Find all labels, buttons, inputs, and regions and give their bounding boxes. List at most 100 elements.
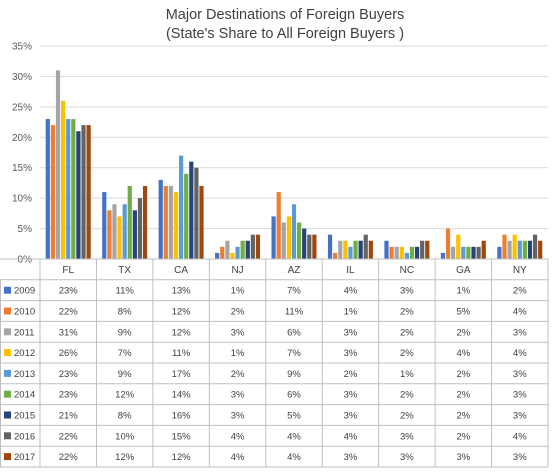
bar-2014-IL xyxy=(353,240,358,259)
bar-2017-AZ xyxy=(312,234,317,259)
legend-key xyxy=(4,390,11,398)
legend-key xyxy=(4,307,11,315)
table-cell: 15% xyxy=(172,431,192,442)
table-cell: 3% xyxy=(400,452,414,463)
bar-2011-NC xyxy=(394,246,399,259)
table-cell: 4% xyxy=(513,431,527,442)
bar-2012-NJ xyxy=(230,252,235,259)
category-label: NY xyxy=(513,265,527,276)
series-name: 2017 xyxy=(14,452,35,463)
bar-2013-TX xyxy=(122,204,127,259)
table-cell: 23% xyxy=(59,286,79,297)
table-cell: 4% xyxy=(513,348,527,359)
table-cell: 2% xyxy=(231,307,245,318)
bar-2009-GA xyxy=(440,252,446,259)
bar-2011-AZ xyxy=(281,222,286,259)
table-cell: 7% xyxy=(118,348,132,359)
table-cell: 4% xyxy=(287,452,301,463)
table-cell: 1% xyxy=(400,369,414,380)
table-cell: 23% xyxy=(59,390,79,401)
table-cell: 11% xyxy=(116,286,135,297)
bar-2016-IL xyxy=(363,234,368,259)
table-cell: 3% xyxy=(513,390,527,401)
bar-2014-GA xyxy=(466,246,471,259)
bar-2010-NJ xyxy=(220,246,225,259)
y-tick-label: 0% xyxy=(18,255,33,266)
bar-2012-GA xyxy=(456,234,461,259)
table-cell: 2% xyxy=(231,369,245,380)
bar-2012-NC xyxy=(399,246,404,259)
y-tick-label: 35% xyxy=(12,42,32,53)
bar-2013-NY xyxy=(517,240,522,259)
bar-2010-TX xyxy=(107,210,112,259)
series-name: 2015 xyxy=(14,411,35,422)
table-cell: 16% xyxy=(172,411,192,422)
table-cell: 2% xyxy=(400,411,414,422)
bar-2011-TX xyxy=(112,204,117,259)
series-name: 2011 xyxy=(14,327,34,338)
bar-2016-CA xyxy=(194,167,199,259)
table-cell: 3% xyxy=(513,411,527,422)
category-label: GA xyxy=(456,265,471,276)
bar-2009-NY xyxy=(497,246,502,259)
bar-2010-FL xyxy=(50,125,56,259)
bar-2012-TX xyxy=(117,216,122,259)
bar-2017-TX xyxy=(142,185,148,259)
legend-key xyxy=(4,411,11,419)
bar-2016-TX xyxy=(137,198,143,259)
table-cell: 11% xyxy=(172,348,191,359)
table-cell: 4% xyxy=(287,431,301,442)
bar-2009-NC xyxy=(384,240,389,259)
bar-2009-AZ xyxy=(271,216,276,259)
bar-2010-GA xyxy=(445,228,451,259)
bar-2016-NY xyxy=(532,234,538,259)
bar-2011-IL xyxy=(338,240,343,259)
series-name: 2010 xyxy=(14,307,35,318)
bar-2014-TX xyxy=(127,185,132,259)
table-cell: 1% xyxy=(231,348,245,359)
bar-2010-CA xyxy=(163,185,168,259)
category-label: CA xyxy=(174,265,188,276)
table-cell: 2% xyxy=(400,348,414,359)
table-cell: 22% xyxy=(59,431,79,442)
table-cell: 5% xyxy=(456,307,470,318)
bar-2015-IL xyxy=(358,240,363,259)
bar-2013-AZ xyxy=(291,204,297,259)
table-cell: 12% xyxy=(172,327,192,338)
chart-subtitle: (State's Share to All Foreign Buyers ) xyxy=(166,26,404,42)
bar-2012-NY xyxy=(512,234,517,259)
chart-title: Major Destinations of Foreign Buyers xyxy=(166,7,405,23)
bar-2014-AZ xyxy=(297,222,302,259)
bar-2017-CA xyxy=(199,185,204,259)
legend-key xyxy=(4,453,11,461)
bar-2013-IL xyxy=(348,246,353,259)
table-cell: 31% xyxy=(59,327,79,338)
table-cell: 14% xyxy=(172,390,192,401)
bar-2017-IL xyxy=(368,240,373,259)
table-cell: 9% xyxy=(118,369,132,380)
bar-2009-FL xyxy=(45,119,50,259)
y-tick-labels: 0% 5% 10% 15% 20% 25% 30% 35% xyxy=(12,42,32,266)
table-cell: 3% xyxy=(231,390,245,401)
table-cell: 7% xyxy=(287,348,301,359)
series-name: 2012 xyxy=(14,348,35,359)
y-tick-label: 30% xyxy=(12,72,32,83)
table-cell: 22% xyxy=(59,452,79,463)
table-cell: 12% xyxy=(172,307,192,318)
table-cell: 17% xyxy=(172,369,192,380)
bar-2009-IL xyxy=(327,234,333,259)
table-cell: 3% xyxy=(513,369,527,380)
data-table: FL TX CA NJ AZ IL NC GA NY 2009 23% 11% 13% 1% 7% 4% 3% 1… xyxy=(0,258,549,468)
table-cell: 4% xyxy=(231,431,245,442)
bar-2014-CA xyxy=(184,173,189,259)
table-cell: 2% xyxy=(456,431,470,442)
y-tick-label: 25% xyxy=(12,102,32,113)
table-cell: 10% xyxy=(115,431,135,442)
bar-2009-NJ xyxy=(215,252,220,259)
series-name: 2009 xyxy=(14,286,35,297)
table-cell: 1% xyxy=(456,286,470,297)
category-label: FL xyxy=(62,265,74,276)
bar-2011-FL xyxy=(55,70,61,259)
